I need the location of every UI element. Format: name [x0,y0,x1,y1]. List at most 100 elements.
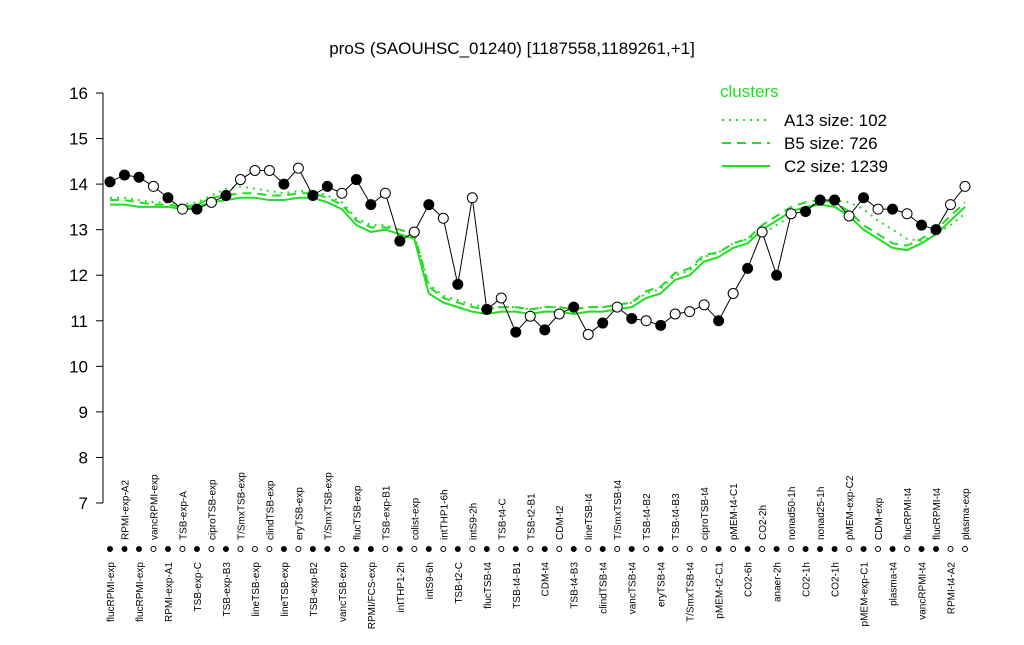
x-tick-label: ciproTSB-t4 [700,487,711,540]
sample-dot [556,546,563,552]
sample-dot [614,546,621,552]
sample-dot [933,546,940,552]
x-tick-label: RPMI-exp-A1 [164,562,175,622]
data-point [611,301,623,313]
data-point [147,180,159,192]
data-point [394,235,406,247]
y-tick-label: 11 [70,312,88,331]
data-point [191,203,203,215]
sample-dot [280,546,287,552]
data-point [249,164,261,176]
x-tick-label: pMEM-t2-C1 [715,562,726,619]
sample-dot [628,546,635,552]
x-tick-label: pMEM-exp-C1 [860,562,871,627]
sample-dot [686,546,693,552]
data-point [742,262,754,274]
data-point [379,187,391,199]
data-point [597,317,609,329]
sample-dot [440,546,447,552]
legend-title: clusters [720,82,779,101]
x-tick-label: RPMI-exp-A2 [120,480,131,540]
x-tick-label: TSB-t4-B3 [671,493,682,540]
y-tick-label: 14 [69,175,88,194]
sample-dot [266,546,273,552]
sample-dot [193,546,200,552]
sample-dot [164,546,171,552]
sample-dot [701,546,708,552]
sample-dot [483,546,490,552]
data-point [640,315,652,327]
data-point [118,169,130,181]
sample-dot [107,546,113,552]
legend-label: B5 size: 726 [784,134,878,153]
x-tick-label: colist-exp [410,497,421,540]
x-tick-label: pMEM-exp-C2 [845,475,856,540]
x-tick-label: CDM-t4 [541,562,552,597]
data-point [220,190,232,201]
cluster-line [110,196,966,315]
sample-dot [367,546,374,552]
x-tick-label: TSB-exp-B1 [381,485,392,540]
sample-dot [744,546,751,552]
x-tick-label: TSB-exp-A [178,491,189,540]
x-tick-label: clindTSB-t4 [599,562,610,614]
data-point [408,226,420,238]
sample-dot [411,546,418,552]
sample-dot [222,546,229,552]
sample-dot [498,546,505,552]
sample-dot [831,546,838,552]
sample-dot [875,546,882,552]
x-tick-label: lineTSB-exp [251,562,262,617]
sample-dot [527,546,534,552]
x-tick-label: nonad50-1h [787,487,798,540]
sample-dot [237,546,244,552]
x-tick-label: TSB-t2-B1 [526,493,537,540]
data-point [495,292,507,304]
x-tick-label: vancRPMI-exp [149,474,160,540]
data-point [858,192,870,204]
data-point [568,301,580,313]
y-tick-label: 8 [79,448,88,467]
sample-dot [802,546,809,552]
legend-label: A13 size: 102 [784,111,887,130]
data-point [539,324,551,336]
x-tick-label: TSB-exp-C [193,562,204,611]
data-point [466,192,478,204]
x-tick-label: CDM-exp [874,497,885,540]
data-point [437,212,449,224]
sample-dot [585,546,592,552]
sample-dot [541,546,548,552]
x-tick-label: TSB-t4-B1 [512,562,523,609]
x-tick-label: eryTSB-t4 [657,562,668,607]
sample-dot [353,546,360,552]
sample-dot [469,546,476,552]
x-tick-label: vancRPMI-t4 [918,562,929,620]
data-point [713,315,725,327]
x-tick-label: TSB-t4-C [497,498,508,540]
sample-dot [295,546,302,552]
y-tick-label: 9 [79,403,88,422]
data-point [916,219,928,231]
chart-title: proS (SAOUHSC_01240) [1187558,1189261,+1… [329,39,695,58]
data-point [626,313,638,324]
x-tick-label: TSB-exp-B3 [222,562,233,617]
x-tick-label: T/SmxTSB-exp [236,472,247,540]
sample-dot [396,546,403,552]
data-point [205,196,217,208]
sample-dot [947,546,954,552]
sample-dot [759,546,766,552]
sample-dot [454,546,461,552]
data-point [814,194,826,206]
sample-dot [889,546,896,552]
data-point [133,171,145,183]
sample-dot [860,546,867,552]
sample-dot [846,546,853,552]
x-tick-label: T/SmxTSB-t4 [686,562,697,622]
y-tick-label: 7 [79,494,88,513]
x-tick-label: flucTSB-t4 [483,562,494,609]
data-point [336,187,348,199]
sample-dot [643,546,650,552]
data-point [800,205,812,217]
data-point [756,226,768,238]
sample-dot [309,546,316,552]
